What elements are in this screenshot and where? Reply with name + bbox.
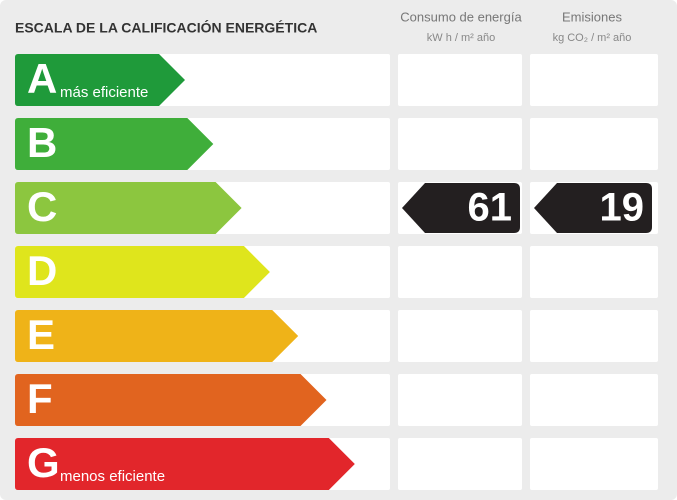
cell xyxy=(530,438,658,490)
cell xyxy=(398,54,522,106)
rating-label: más eficiente xyxy=(60,84,148,101)
rating-letter: D xyxy=(27,247,57,294)
cell xyxy=(530,310,658,362)
rating-letter: E xyxy=(27,311,55,358)
column-title: Consumo de energía xyxy=(400,9,522,24)
rating-letter: B xyxy=(27,119,57,166)
rating-letter: G xyxy=(27,439,60,486)
rating-arrow xyxy=(15,438,355,490)
rating-arrow xyxy=(15,182,242,234)
value-pointer xyxy=(402,183,520,233)
value-pointer xyxy=(534,183,652,233)
rating-letter: F xyxy=(27,375,53,422)
column-unit: kg CO₂ / m² año xyxy=(553,32,632,44)
emissions-value: 19 xyxy=(600,186,645,230)
column-unit: kW h / m² año xyxy=(427,32,495,44)
rating-label: menos eficiente xyxy=(60,468,165,485)
rating-arrow xyxy=(15,246,270,298)
rating-letter: A xyxy=(27,55,57,102)
cell xyxy=(530,54,658,106)
cell xyxy=(530,374,658,426)
consumption-value: 61 xyxy=(468,186,513,230)
rating-arrow xyxy=(15,54,185,106)
rating-letter: C xyxy=(27,183,57,230)
cell xyxy=(398,118,522,170)
cell xyxy=(398,310,522,362)
rating-arrow xyxy=(15,310,299,362)
title: ESCALA DE LA CALIFICACIÓN ENERGÉTICA xyxy=(15,19,317,36)
rating-arrow xyxy=(15,118,214,170)
cell xyxy=(530,246,658,298)
cell xyxy=(398,246,522,298)
cell xyxy=(530,118,658,170)
rating-arrow xyxy=(15,374,327,426)
cell xyxy=(398,374,522,426)
column-title: Emisiones xyxy=(562,9,622,24)
cell xyxy=(398,438,522,490)
